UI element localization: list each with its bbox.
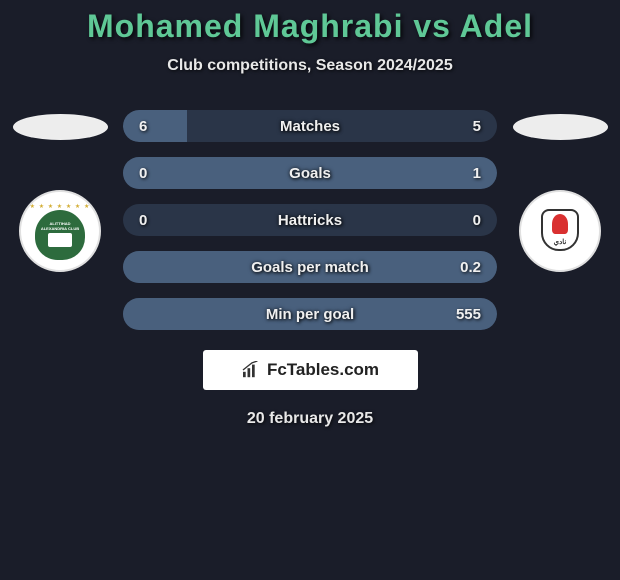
stat-bar: 0Goals1 bbox=[123, 157, 497, 189]
shield-icon: نادي bbox=[541, 209, 579, 251]
player-left-column: ★ ★ ★ ★ ★ ★ ★ ALITTIHAD ALEXANDRIA CLUB bbox=[5, 110, 115, 272]
chart-icon bbox=[241, 361, 263, 379]
star-icon: ★ ★ ★ ★ ★ ★ ★ bbox=[30, 203, 91, 210]
stat-bar: Min per goal555 bbox=[123, 298, 497, 330]
shield-icon: ALITTIHAD ALEXANDRIA CLUB bbox=[35, 210, 85, 260]
left-club-logo: ★ ★ ★ ★ ★ ★ ★ ALITTIHAD ALEXANDRIA CLUB bbox=[19, 190, 101, 272]
stat-label: Goals per match bbox=[123, 259, 497, 276]
date-label: 20 february 2025 bbox=[0, 410, 620, 428]
branding-badge: FcTables.com bbox=[203, 350, 418, 390]
left-country-flag bbox=[13, 114, 108, 140]
right-country-flag bbox=[513, 114, 608, 140]
stat-value-right: 555 bbox=[456, 306, 481, 323]
right-club-logo: نادي bbox=[519, 190, 601, 272]
page-title: Mohamed Maghrabi vs Adel bbox=[0, 8, 620, 45]
flame-icon bbox=[552, 214, 568, 234]
stat-bar: 0Hattricks0 bbox=[123, 204, 497, 236]
stat-bar: Goals per match0.2 bbox=[123, 251, 497, 283]
stat-label: Hattricks bbox=[123, 212, 497, 229]
stat-value-right: 0.2 bbox=[460, 259, 481, 276]
stat-label: Matches bbox=[123, 118, 497, 135]
subtitle: Club competitions, Season 2024/2025 bbox=[0, 57, 620, 75]
branding-text: FcTables.com bbox=[267, 360, 379, 380]
content-row: ★ ★ ★ ★ ★ ★ ★ ALITTIHAD ALEXANDRIA CLUB … bbox=[0, 110, 620, 330]
player-right-column: نادي bbox=[505, 110, 615, 272]
infographic-container: Mohamed Maghrabi vs Adel Club competitio… bbox=[0, 0, 620, 428]
stat-value-right: 0 bbox=[473, 212, 481, 229]
stat-bar: 6Matches5 bbox=[123, 110, 497, 142]
stat-value-right: 1 bbox=[473, 165, 481, 182]
stat-label: Goals bbox=[123, 165, 497, 182]
stat-value-right: 5 bbox=[473, 118, 481, 135]
stat-label: Min per goal bbox=[123, 306, 497, 323]
stats-column: 6Matches50Goals10Hattricks0Goals per mat… bbox=[123, 110, 497, 330]
